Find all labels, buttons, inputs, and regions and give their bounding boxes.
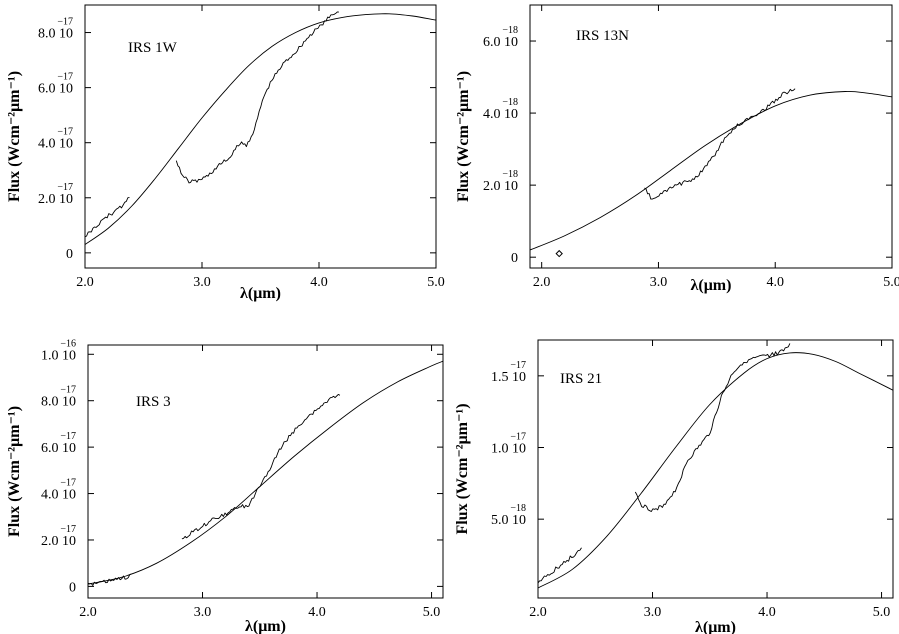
x-tick-label: 2.0 [529,605,547,620]
x-tick-label: 5.0 [423,605,441,620]
x-tick-label: 4.0 [310,275,328,290]
y-tick-exponent: −18 [502,25,518,36]
y-tick-exponent: −17 [57,127,73,138]
y-tick-exponent: −18 [502,169,518,180]
y-tick-exponent: −16 [60,338,76,349]
x-tick-label: 3.0 [644,605,662,620]
y-tick-exponent: −17 [510,432,526,443]
x-axis-label: λ(μm) [695,619,736,634]
y-tick-label: 2.0 10 [38,192,73,207]
y-tick-exponent: −17 [60,478,76,489]
x-axis-label: λ(μm) [691,277,732,294]
plot-frame [87,344,444,599]
y-tick-exponent: −17 [60,431,76,442]
x-tick-label: 3.0 [194,605,212,620]
panel-label: IRS 3 [136,394,171,410]
y-tick-exponent: −17 [510,360,526,371]
x-tick-label: 5.0 [873,605,891,620]
model-curve [85,13,436,245]
x-tick-label: 4.0 [308,605,326,620]
x-tick-label: 2.0 [533,275,551,290]
x-tick-label: 2.0 [76,275,94,290]
spectrum-trace [634,343,791,512]
y-tick-label: 8.0 10 [38,27,73,42]
x-tick-label: 2.0 [79,605,97,620]
spectrum-trace [88,573,132,586]
x-tick-label: 3.0 [193,275,211,290]
y-tick-label: 2.0 10 [483,179,518,194]
y-tick-label: 4.0 10 [41,488,76,503]
y-tick-label: 5.0 10 [491,513,526,528]
y-tick-label: 0 [511,251,518,266]
y-axis-label: Flux (Wcm⁻²μm⁻¹) [455,71,472,202]
y-tick-exponent: −17 [57,72,73,83]
photometry-point [555,249,563,258]
x-tick-label: 3.0 [650,275,668,290]
plot-frame [537,339,894,599]
spectrum-trace [644,88,796,200]
spectrum-panel: 2.0 3.0 4.0 5.05.0 10−181.0 10−171.5 10−17I… [454,339,894,634]
panel-label: IRS 1W [128,40,178,56]
x-axis-label: λ(μm) [245,618,286,634]
plot-frame [529,4,893,269]
y-tick-exponent: −17 [57,182,73,193]
spectrum-panel: 2.0 3.0 4.0 5.002.0 10−174.0 10−176.0 10−17… [6,338,444,634]
y-tick-label: 0 [69,580,76,595]
y-tick-exponent: −17 [60,385,76,396]
x-tick-label: 4.0 [758,605,776,620]
y-axis-label: Flux (Wcm⁻²μm⁻¹) [6,406,23,537]
panel-label: IRS 21 [560,371,602,387]
plot-frame [84,4,437,269]
y-tick-label: 6.0 10 [38,82,73,97]
y-tick-label: 1.5 10 [491,370,526,385]
model-curve [530,91,892,251]
x-tick-label: 5.0 [883,275,899,290]
x-tick-label: 5.0 [427,275,445,290]
y-tick-label: 4.0 10 [483,107,518,122]
y-tick-label: 1.0 10 [41,348,76,363]
model-curve [538,352,893,589]
spectrum-panel: 2.0 3.0 4.0 5.002.0 10−174.0 10−176.0 10−17… [6,4,445,302]
y-tick-label: 8.0 10 [41,395,76,410]
y-tick-exponent: −17 [60,524,76,535]
spectrum-trace [181,393,341,540]
y-tick-label: 6.0 10 [41,441,76,456]
y-axis-label: Flux (Wcm⁻²μm⁻¹) [454,403,471,534]
y-tick-exponent: −18 [502,97,518,108]
y-tick-label: 2.0 10 [41,534,76,549]
y-tick-label: 1.0 10 [491,442,526,457]
y-tick-label: 4.0 10 [38,137,73,152]
spectrum-panel: 2.0 3.0 4.0 5.002.0 10−184.0 10−186.0 10−18… [455,4,899,294]
spectrum-trace [175,11,339,184]
panel-label: IRS 13N [576,28,629,44]
y-tick-label: 6.0 10 [483,35,518,50]
spectrum-trace [538,547,582,584]
x-axis-label: λ(μm) [240,285,281,302]
y-tick-exponent: −18 [510,503,526,514]
y-tick-exponent: −17 [57,17,73,28]
y-tick-label: 0 [66,247,73,262]
model-curve [88,360,443,585]
x-tick-label: 4.0 [766,275,784,290]
y-axis-label: Flux (Wcm⁻²μm⁻¹) [6,71,23,202]
spectrum-trace [85,197,130,238]
